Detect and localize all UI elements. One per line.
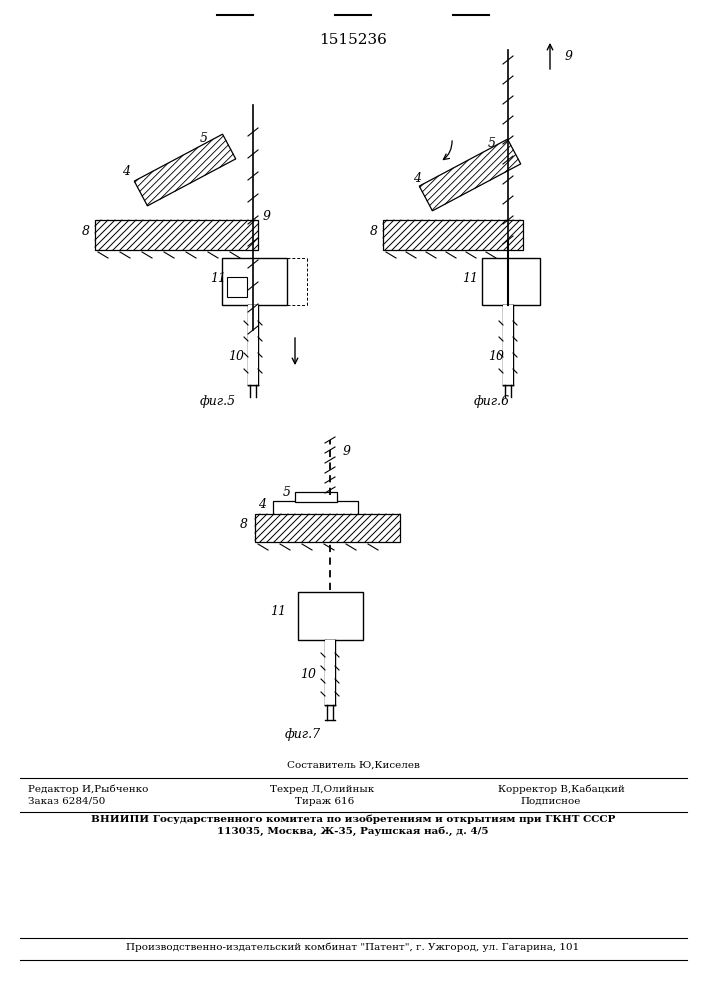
Text: Тираж 616: Тираж 616 <box>295 797 354 806</box>
Bar <box>273 501 358 516</box>
Text: 9: 9 <box>263 210 271 223</box>
Bar <box>383 220 523 250</box>
Text: 5: 5 <box>200 132 208 145</box>
Text: 11: 11 <box>210 272 226 285</box>
Text: 113035, Москва, Ж-35, Раушская наб., д. 4/5: 113035, Москва, Ж-35, Раушская наб., д. … <box>217 826 489 836</box>
Text: 4: 4 <box>258 498 266 511</box>
Text: 4: 4 <box>413 172 421 185</box>
Text: Редактор И,Рыбченко: Редактор И,Рыбченко <box>28 784 148 794</box>
Text: 5: 5 <box>283 486 291 499</box>
Text: 1515236: 1515236 <box>319 33 387 47</box>
Text: Производственно-издательский комбинат "Патент", г. Ужгород, ул. Гагарина, 101: Производственно-издательский комбинат "П… <box>127 942 580 952</box>
Text: 10: 10 <box>488 350 504 363</box>
Text: 8: 8 <box>370 225 378 238</box>
Text: 10: 10 <box>228 350 244 363</box>
Text: фиг.7: фиг.7 <box>285 728 321 741</box>
Text: фиг.5: фиг.5 <box>200 395 236 408</box>
Text: Заказ 6284/50: Заказ 6284/50 <box>28 797 105 806</box>
Text: Подписное: Подписное <box>520 797 580 806</box>
Text: фиг.6: фиг.6 <box>474 395 510 408</box>
Bar <box>255 514 400 542</box>
Text: 9: 9 <box>565 50 573 63</box>
Text: Корректор В,Кабацкий: Корректор В,Кабацкий <box>498 784 625 794</box>
Bar <box>325 640 335 705</box>
Text: 8: 8 <box>240 518 248 531</box>
Text: 11: 11 <box>270 605 286 618</box>
Bar <box>298 592 363 640</box>
Bar <box>295 492 337 502</box>
Text: 5: 5 <box>488 137 496 150</box>
Bar <box>95 220 258 250</box>
Bar <box>222 258 287 305</box>
Bar <box>482 258 540 305</box>
Text: 4: 4 <box>122 165 130 178</box>
Text: Техред Л,Олийнык: Техред Л,Олийнык <box>270 785 374 794</box>
Text: 10: 10 <box>300 668 316 681</box>
Text: ВНИИПИ Государственного комитета по изобретениям и открытиям при ГКНТ СССР: ВНИИПИ Государственного комитета по изоб… <box>90 814 615 824</box>
Polygon shape <box>419 139 521 211</box>
Polygon shape <box>134 134 235 206</box>
Text: 9: 9 <box>343 445 351 458</box>
Text: Составитель Ю,Киселев: Составитель Ю,Киселев <box>286 761 419 770</box>
Bar <box>248 305 258 385</box>
Text: 11: 11 <box>462 272 478 285</box>
Bar <box>503 305 513 385</box>
Bar <box>227 277 247 297</box>
Text: 8: 8 <box>82 225 90 238</box>
